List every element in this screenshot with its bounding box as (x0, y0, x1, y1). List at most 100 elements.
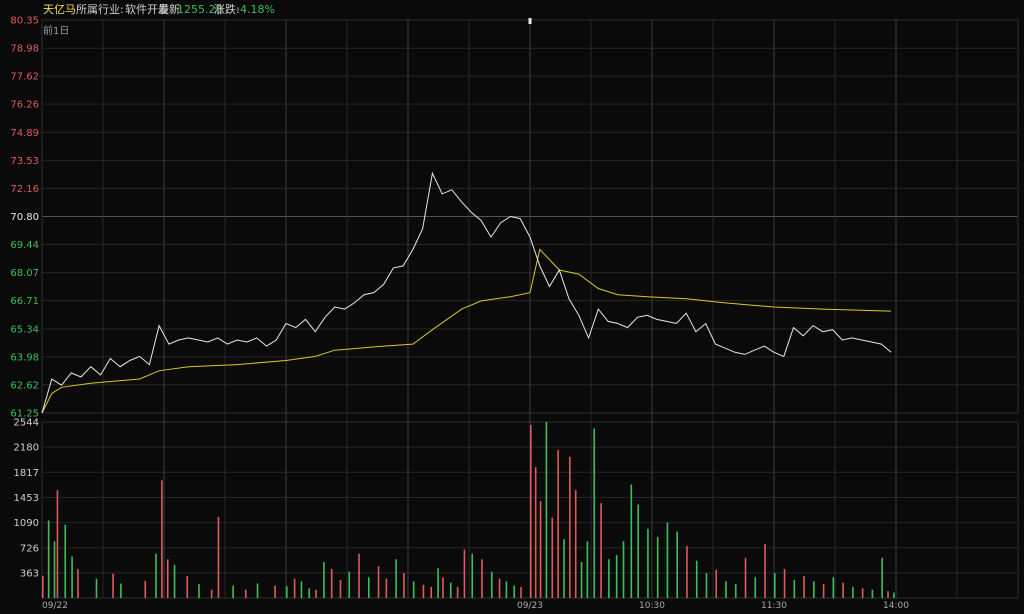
volume-bar (155, 553, 157, 598)
volume-bar (893, 592, 895, 598)
volume-bar (545, 422, 548, 598)
volume-tick-label: 2180 (14, 443, 39, 454)
latest-label: 最新 (158, 3, 180, 16)
volume-bar (456, 586, 459, 598)
price-tick-label: 65.34 (10, 324, 39, 335)
volume-bar (471, 553, 474, 598)
volume-bar (803, 575, 805, 598)
prev-day-label: 前1日 (43, 24, 69, 37)
time-axis: 09/22 09/23 10:30 11:30 14:00 (42, 601, 909, 611)
volume-bar (47, 520, 50, 598)
volume-bar (551, 517, 554, 598)
volume-tick-label: 363 (20, 568, 39, 579)
volume-bar (120, 583, 122, 598)
volume-bar (676, 531, 678, 598)
time-tick-label: 11:30 (761, 601, 787, 611)
industry-value: 软件开发 (125, 3, 169, 16)
volume-bar (274, 585, 276, 598)
volume-bar (563, 539, 565, 598)
volume-bar (513, 585, 516, 598)
volume-tick-label: 2544 (14, 418, 39, 429)
volume-bar (385, 578, 388, 598)
volume-bar (293, 578, 296, 598)
volume-bar (574, 490, 577, 598)
time-tick-label: 10:30 (639, 601, 665, 611)
volume-bar (95, 578, 98, 598)
volume-axis: 2544 2180 1817 1453 1090 726 363 (14, 418, 39, 580)
volume-bar (600, 503, 602, 598)
price-tick-label: 80.35 (10, 16, 39, 27)
price-tick-label: 72.16 (10, 184, 39, 195)
volume-bar (112, 573, 114, 598)
volume-bar (232, 585, 234, 598)
volume-bar (520, 586, 522, 598)
industry-label: 所属行业: (76, 3, 124, 16)
volume-bar (53, 541, 56, 598)
volume-bar (56, 490, 59, 598)
volume-bar (534, 467, 537, 598)
volume-bar (339, 580, 342, 598)
volume-bar (330, 568, 333, 598)
volume-bar (377, 566, 380, 598)
volume-bar (437, 568, 439, 598)
volume-bar (323, 562, 325, 598)
volume-bar (615, 555, 618, 598)
volume-bar (754, 577, 757, 598)
time-tick-label: 14:00 (883, 601, 909, 611)
price-tick-label: 76.26 (10, 100, 39, 111)
volume-bar (580, 562, 583, 598)
price-line (41, 171, 892, 414)
volume-tick-label: 1817 (14, 468, 39, 479)
change-value: -4.18% (236, 3, 275, 16)
volume-bar (793, 580, 796, 598)
volume-bar (210, 589, 213, 598)
volume-bar (77, 568, 79, 598)
volume-bar (144, 580, 147, 598)
volume-bar (608, 559, 610, 598)
price-tick-label: 78.98 (10, 44, 39, 55)
chart-header: 天亿马 所属行业: 软件开发 最新 1255.28 涨跌: -4.18% (0, 0, 1024, 20)
stock-name[interactable]: 天亿马 (43, 3, 76, 16)
price-tick-label: 63.98 (10, 352, 39, 363)
volume-bar (715, 569, 718, 598)
volume-bar (256, 583, 259, 598)
volume-bar (395, 559, 397, 598)
time-tick-label: 09/22 (42, 601, 68, 611)
volume-bar (593, 428, 596, 598)
time-tick-label: 09/23 (517, 601, 543, 611)
volume-bar (245, 589, 247, 598)
volume-bar (734, 584, 737, 598)
price-tick-label: 69.44 (10, 240, 39, 251)
volume-bar (887, 591, 889, 598)
day-split-marker (528, 18, 532, 24)
volume-bar (586, 541, 589, 598)
price-tick-label: 74.89 (10, 128, 39, 139)
volume-bar (783, 568, 786, 598)
volume-bar (186, 575, 189, 598)
volume-bar (449, 582, 452, 598)
volume-bar (666, 522, 669, 598)
volume-bar (842, 582, 844, 598)
volume-bar (490, 571, 493, 598)
price-axis: 80.35 78.98 77.62 76.26 74.89 73.53 72.16 70.80… (10, 16, 39, 420)
volume-bar (822, 584, 825, 598)
volume-bar (557, 449, 559, 598)
volume-bar (539, 501, 542, 598)
volume-bars (42, 422, 895, 598)
volume-bar (481, 559, 483, 598)
volume-tick-label: 726 (20, 543, 39, 554)
volume-bar (656, 537, 659, 598)
volume-bar (744, 557, 747, 598)
volume-bar (686, 546, 688, 598)
price-tick-label: 77.62 (10, 72, 39, 83)
volume-bar (71, 556, 73, 598)
volume-bar (774, 573, 776, 598)
chart-grid (41, 18, 1019, 599)
price-tick-label: 70.80 (10, 212, 39, 223)
volume-bar (173, 564, 176, 598)
price-tick-label: 61.25 (10, 409, 39, 420)
volume-bar (217, 517, 220, 598)
volume-bar (695, 560, 698, 598)
volume-bar (861, 588, 864, 598)
